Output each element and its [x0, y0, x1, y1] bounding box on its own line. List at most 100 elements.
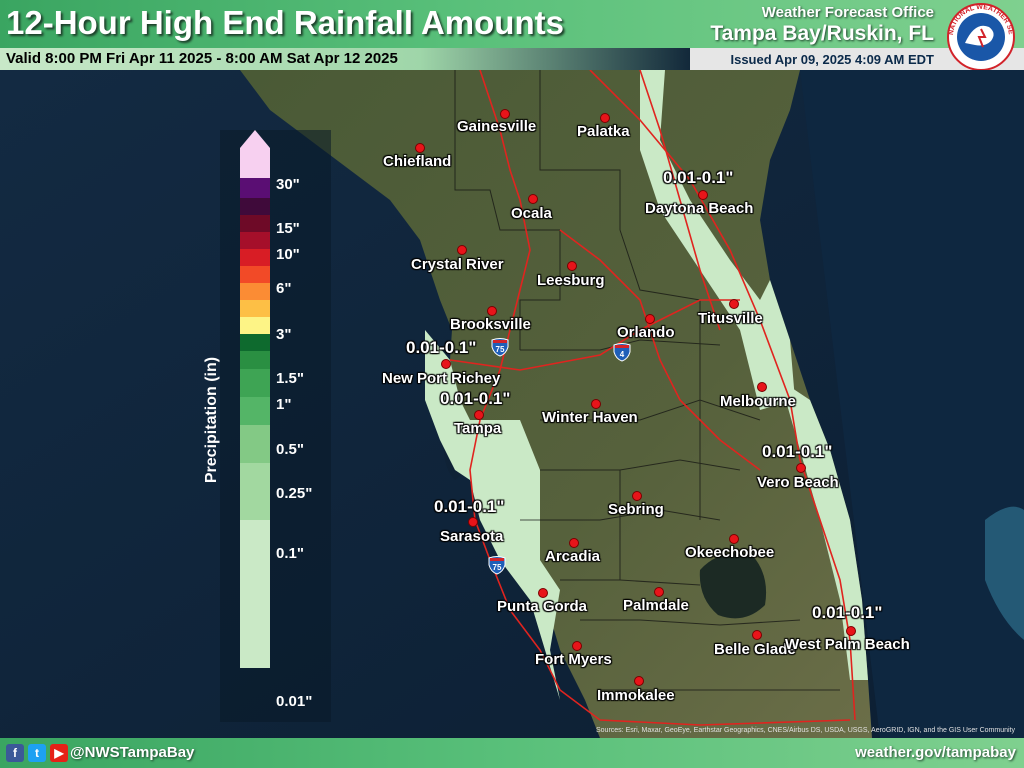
city-label: Ocala [511, 205, 552, 222]
rain-area-north-atlantic [640, 70, 795, 410]
legend-arrow-icon [240, 130, 270, 148]
twitter-icon[interactable]: t [28, 744, 46, 762]
legend-tick-label: 10" [276, 246, 300, 263]
city-marker [698, 190, 708, 200]
legend-title: Precipitation (in) [203, 356, 220, 484]
city-marker [415, 143, 425, 153]
city-marker [468, 517, 478, 527]
legend-panel [220, 130, 331, 722]
city-marker [645, 314, 655, 324]
interstate-number: 75 [496, 345, 505, 354]
legend-bin [240, 283, 270, 300]
legend-bin [240, 317, 270, 334]
city-label: Crystal River [411, 256, 504, 273]
legend-tick-label: 3" [276, 326, 292, 343]
legend-tick-label: 0.1" [276, 545, 304, 562]
legend-bin [240, 520, 270, 668]
city-label: Fort Myers [535, 651, 612, 668]
city-label: Okeechobee [685, 544, 775, 561]
city-marker [729, 534, 739, 544]
social-handle[interactable]: @NWSTampaBay [70, 744, 195, 761]
valid-time-bar [0, 48, 700, 70]
rainfall-range-label: 0.01-0.1" [812, 603, 883, 622]
legend-bin [240, 232, 270, 249]
city-label: West Palm Beach [785, 636, 910, 653]
page-title: 12-Hour High End Rainfall Amounts [6, 4, 564, 41]
city-marker [632, 491, 642, 501]
city-marker [757, 382, 767, 392]
rain-area-west [425, 330, 560, 700]
city-label: Titusville [698, 310, 763, 327]
interstate-number: 4 [620, 350, 625, 359]
facebook-icon[interactable]: f [6, 744, 24, 762]
city-label: Leesburg [537, 272, 605, 289]
rainfall-range-label: 0.01-0.1" [440, 389, 511, 408]
city-label: Daytona Beach [645, 200, 754, 217]
rainfall-range-label: 0.01-0.1" [434, 497, 505, 516]
city-label: Sebring [608, 501, 664, 518]
city-marker [752, 630, 762, 640]
city-label: Punta Gorda [497, 598, 588, 615]
office-label: Weather Forecast Office [761, 4, 934, 21]
map[interactable] [0, 70, 1024, 738]
city-label: Orlando [617, 324, 675, 341]
city-marker [729, 299, 739, 309]
office-name: Tampa Bay/Ruskin, FL [710, 22, 934, 45]
city-marker [474, 410, 484, 420]
city-marker [600, 113, 610, 123]
city-marker [567, 261, 577, 271]
city-label: Tampa [454, 420, 502, 437]
atlantic-water [800, 70, 1024, 738]
city-marker [796, 463, 806, 473]
city-marker [654, 587, 664, 597]
city-label: Gainesville [457, 118, 537, 135]
city-label: Winter Haven [542, 409, 638, 426]
legend-bin [240, 425, 270, 463]
legend-bin [240, 215, 270, 232]
legend-bin [240, 249, 270, 266]
legend-tick-label: 1" [276, 396, 292, 413]
legend-tick-label: 30" [276, 176, 300, 193]
legend-bin [240, 463, 270, 520]
interstate-shield-icon: 75 [488, 556, 506, 575]
legend-bin [240, 334, 270, 351]
county-borders [454, 70, 840, 691]
rainfall-range-label: 0.01-0.1" [663, 168, 734, 187]
legend-bin [240, 198, 270, 215]
city-label: Palatka [577, 123, 630, 140]
city-marker [572, 641, 582, 651]
road-network [449, 70, 856, 726]
city-label: Melbourne [720, 393, 796, 410]
issued-time: Issued Apr 09, 2025 4:09 AM EDT [730, 52, 934, 67]
city-label: Sarasota [440, 528, 504, 545]
city-marker [457, 245, 467, 255]
issued-bar [690, 48, 1024, 70]
lake-okeechobee [699, 553, 767, 619]
footer-bar [0, 738, 1024, 768]
city-marker [441, 359, 451, 369]
header-bar [0, 0, 1024, 48]
city-label: Belle Glade [714, 641, 796, 658]
map-attribution: Sources: Esri, Maxar, GeoEye, Earthstar … [596, 727, 1015, 734]
city-marker [634, 676, 644, 686]
legend-tick-label: 1.5" [276, 370, 304, 387]
rainfall-range-label: 0.01-0.1" [406, 338, 477, 357]
youtube-icon[interactable]: ▶ [50, 744, 68, 762]
legend-tick-label: 0.25" [276, 485, 313, 502]
legend-colorbar [240, 130, 270, 668]
city-label: Palmdale [623, 597, 689, 614]
valid-time: Valid 8:00 PM Fri Apr 11 2025 - 8:00 AM … [6, 50, 398, 67]
city-marker [487, 306, 497, 316]
city-label: Chiefland [383, 153, 452, 170]
city-marker [591, 399, 601, 409]
legend-tick-label: 15" [276, 220, 300, 237]
legend-tick-label: 6" [276, 280, 292, 297]
rainfall-range-label: 0.01-0.1" [762, 442, 833, 461]
legend-bin [240, 178, 270, 198]
city-label: New Port Richey [382, 370, 501, 387]
website-link[interactable]: weather.gov/tampabay [855, 744, 1016, 761]
legend-bin [240, 266, 270, 283]
legend-bin [240, 148, 270, 178]
city-label: Brooksville [450, 316, 531, 333]
legend-bin [240, 369, 270, 397]
